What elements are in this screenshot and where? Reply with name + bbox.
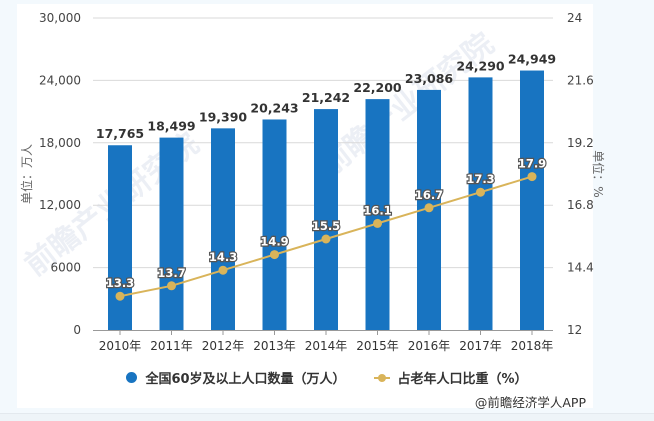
- x-tick-label: 2018年: [511, 339, 554, 353]
- line-point: [373, 218, 382, 228]
- line-value-label: 17.9: [518, 157, 546, 171]
- line-point: [115, 291, 125, 301]
- legend-label: 占老年人口比重（%）: [397, 372, 528, 387]
- line-point: [527, 172, 537, 182]
- x-tick-label: 2017年: [459, 339, 502, 353]
- line-data-labels: 13.3 13.7 14.3 14.9 15.5 16.1 16.7 17.3 17.9: [105, 155, 548, 291]
- legend: 全国60岁及以上人口数量（万人） 占老年人口比重（%）: [0, 368, 654, 387]
- line-value-label: 14.3: [209, 250, 237, 264]
- x-tick-label: 2015年: [356, 339, 399, 353]
- line-series: [115, 172, 537, 301]
- line-point: [167, 281, 176, 291]
- left-tick-label: 18,000: [39, 136, 81, 150]
- bar: [468, 77, 493, 330]
- bar: [365, 99, 390, 331]
- bar-series: [108, 70, 544, 331]
- bar-value-label: 24,290: [456, 58, 505, 73]
- bar: [314, 109, 338, 331]
- legend-label: 全国60岁及以上人口数量（万人）: [145, 372, 346, 387]
- bar-value-label: 17,765: [96, 126, 144, 141]
- bar: [211, 128, 235, 330]
- left-tick-label: 24,000: [39, 73, 81, 87]
- bottom-strip: [0, 413, 654, 421]
- left-tick-label: 0: [73, 323, 81, 337]
- bar-value-label: 18,499: [147, 119, 195, 134]
- right-tick-label: 14.4: [567, 261, 594, 275]
- bar-value-label: 23,086: [405, 71, 454, 86]
- line-value-label: 16.1: [363, 203, 391, 217]
- left-tick-label: 6000: [50, 261, 81, 275]
- legend-item-ratio[interactable]: 占老年人口比重（%）: [373, 368, 528, 387]
- legend-line-marker-icon: [373, 373, 390, 382]
- right-tick-label: 16.8: [567, 198, 594, 212]
- x-tick-label: 2014年: [305, 339, 348, 353]
- x-tick-label: 2016年: [408, 339, 451, 353]
- bar-value-label: 19,390: [199, 109, 248, 124]
- x-axis: 2010年 2011年 2012年 2013年 2014年 2015年 2016年 2017年…: [93, 330, 553, 353]
- x-tick-label: 2011年: [150, 339, 193, 353]
- legend-bar-marker-icon: [126, 372, 138, 383]
- legend-item-population[interactable]: 全国60岁及以上人口数量（万人）: [126, 368, 346, 387]
- bar: [108, 145, 132, 330]
- bar-value-label: 24,949: [508, 52, 556, 67]
- bar: [520, 70, 544, 331]
- left-tick-label: 12,000: [39, 198, 81, 212]
- line-point: [476, 187, 485, 197]
- line-value-label: 15.5: [312, 219, 340, 233]
- bar-value-label: 20,243: [250, 100, 298, 115]
- line-point: [424, 203, 434, 213]
- line-value-label: 14.9: [260, 235, 288, 249]
- right-axis-title: 单位：%: [591, 150, 606, 197]
- left-axis-title: 单位：万人: [19, 144, 34, 204]
- right-tick-label: 19.2: [567, 136, 594, 150]
- line-point: [270, 250, 279, 260]
- right-tick-label: 12: [567, 323, 582, 337]
- bar-value-label: 22,200: [353, 80, 402, 95]
- right-axis: 12 14.4 16.8 19.2 21.6 24: [567, 11, 594, 337]
- bar-value-label: 21,242: [302, 90, 350, 105]
- line-value-label: 17.3: [466, 172, 494, 186]
- line-point: [218, 265, 228, 275]
- line-value-label: 13.3: [106, 276, 134, 290]
- bar: [262, 119, 287, 330]
- x-tick-label: 2012年: [202, 339, 245, 353]
- right-tick-label: 24: [567, 11, 582, 25]
- line-value-label: 16.7: [415, 188, 443, 202]
- x-tick-label: 2013年: [253, 339, 296, 353]
- line-point: [321, 234, 331, 244]
- x-tick-label: 2010年: [99, 339, 142, 353]
- right-tick-label: 21.6: [567, 73, 594, 87]
- left-tick-label: 30,000: [39, 11, 81, 25]
- source-credit: @前瞻经济学人APP: [474, 395, 586, 410]
- bar: [159, 137, 184, 330]
- left-axis: 0 6000 12,000 18,000 24,000 30,000: [39, 11, 81, 337]
- line-value-label: 13.7: [157, 266, 185, 280]
